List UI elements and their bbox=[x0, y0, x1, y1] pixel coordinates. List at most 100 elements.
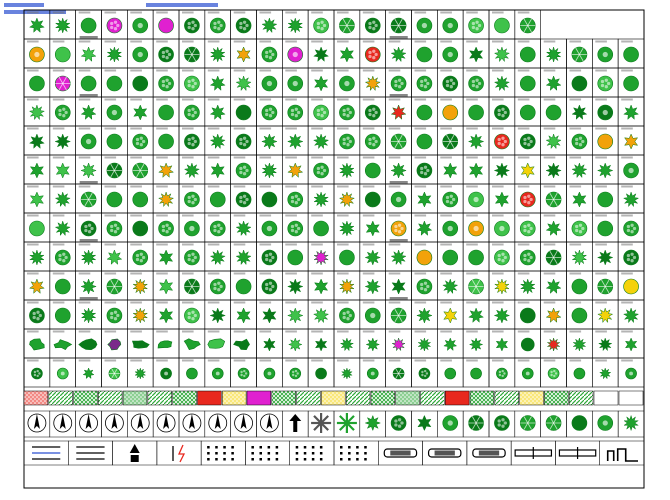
tree-symbol bbox=[29, 46, 45, 63]
compass-icon bbox=[256, 410, 283, 438]
symbol-label-mark bbox=[52, 272, 65, 275]
tree-symbol bbox=[209, 104, 226, 120]
tree-symbol bbox=[545, 104, 562, 121]
symbol-label-mark bbox=[311, 359, 323, 362]
tree-symbol bbox=[545, 46, 562, 63]
symbol-label-mark bbox=[517, 11, 530, 14]
tree-symbol bbox=[623, 46, 639, 63]
tree-symbol bbox=[31, 367, 43, 380]
tree-symbol bbox=[54, 46, 71, 63]
tree-symbol bbox=[623, 162, 639, 179]
symbol-label-mark bbox=[569, 330, 582, 333]
symbol-label-mark bbox=[492, 98, 504, 101]
tree-symbol bbox=[545, 307, 562, 323]
tree-symbol bbox=[80, 191, 97, 208]
symbol-label-mark bbox=[311, 40, 323, 43]
tree-symbol bbox=[546, 337, 561, 352]
tree-symbol bbox=[364, 17, 381, 34]
symbol-label-mark bbox=[259, 40, 272, 43]
symbol-label-mark bbox=[285, 330, 297, 333]
tree-symbol bbox=[571, 278, 588, 295]
tree-symbol bbox=[493, 46, 511, 63]
tree-symbol bbox=[442, 191, 459, 208]
tree-symbol bbox=[493, 278, 510, 295]
symbol-label-mark bbox=[207, 156, 220, 159]
tree-symbol bbox=[597, 75, 614, 92]
symbol-label-mark bbox=[182, 185, 194, 188]
tree-symbol bbox=[108, 367, 121, 380]
tree-symbol bbox=[520, 337, 535, 352]
symbol-label-mark bbox=[492, 185, 504, 188]
symbol-label-mark bbox=[595, 185, 607, 188]
tree-symbol bbox=[28, 17, 45, 33]
tree-symbol bbox=[340, 367, 353, 380]
tree-symbol bbox=[54, 249, 71, 266]
symbol-label-mark bbox=[27, 359, 39, 362]
symbol-label-mark bbox=[130, 243, 142, 246]
tree-symbol bbox=[78, 338, 98, 351]
symbol-label-mark bbox=[440, 40, 452, 43]
line-symbol-row bbox=[23, 440, 645, 466]
tree-symbol bbox=[132, 191, 149, 208]
symbol-label-mark bbox=[130, 127, 142, 130]
symbol-label-mark bbox=[595, 69, 607, 72]
symbol-label-mark bbox=[52, 301, 65, 304]
tree-symbol bbox=[467, 133, 485, 150]
tree-symbol bbox=[411, 410, 438, 438]
tree-symbol bbox=[416, 278, 433, 295]
symbol-label-mark bbox=[233, 272, 246, 275]
tree-symbol bbox=[80, 220, 97, 237]
tree-symbol bbox=[134, 367, 147, 380]
hatch-swatch bbox=[23, 390, 49, 406]
symbol-label-mark bbox=[259, 69, 272, 72]
tree-symbol bbox=[158, 46, 174, 63]
tree-symbol bbox=[494, 191, 509, 208]
tree-symbol bbox=[158, 220, 174, 237]
symbol-label-mark bbox=[311, 301, 323, 304]
tree-symbol bbox=[106, 75, 123, 92]
tree-symbol bbox=[287, 162, 304, 178]
separator-bar bbox=[389, 36, 408, 39]
tree-symbol bbox=[547, 367, 560, 380]
tree-symbol bbox=[106, 307, 123, 324]
symbol-label-mark bbox=[207, 301, 220, 304]
tree-symbol bbox=[390, 249, 407, 266]
symbol-label-mark bbox=[156, 243, 168, 246]
symbol-label-mark bbox=[543, 301, 556, 304]
symbol-label-mark bbox=[621, 156, 633, 159]
symbol-label-mark bbox=[104, 185, 117, 188]
tree-symbol bbox=[596, 162, 614, 179]
tree-symbol bbox=[545, 249, 562, 266]
tree-symbol bbox=[444, 367, 457, 380]
tree-symbol bbox=[390, 17, 407, 34]
symbol-label-mark bbox=[414, 243, 427, 246]
tree-symbol bbox=[184, 46, 200, 63]
tree-symbol bbox=[313, 17, 329, 34]
tree-symbol bbox=[80, 133, 97, 150]
symbol-label-mark bbox=[233, 214, 246, 217]
tree-symbol bbox=[364, 414, 382, 432]
tree-symbol bbox=[339, 337, 355, 352]
tree-symbol bbox=[207, 338, 226, 349]
symbol-label-mark bbox=[27, 11, 39, 14]
tree-symbol bbox=[597, 46, 614, 63]
tree-symbol bbox=[339, 307, 355, 324]
tree-symbol bbox=[80, 162, 97, 179]
symbol-label-mark bbox=[337, 301, 349, 304]
tree-symbol bbox=[416, 17, 433, 34]
dot-pattern-icon bbox=[200, 440, 246, 466]
tree-symbol bbox=[390, 162, 407, 179]
tree-symbol bbox=[287, 75, 304, 92]
symbol-label-mark bbox=[569, 359, 582, 362]
tree-row bbox=[23, 9, 541, 40]
symbol-label-mark bbox=[311, 243, 323, 246]
symbol-label-mark bbox=[337, 272, 349, 275]
symbol-label-mark bbox=[362, 11, 375, 14]
tree-symbol bbox=[209, 46, 226, 63]
tree-symbol bbox=[183, 162, 201, 179]
tree-symbol bbox=[54, 307, 71, 324]
tree-symbol bbox=[261, 278, 278, 295]
symbol-label-mark bbox=[388, 98, 401, 101]
symbol-label-mark bbox=[182, 98, 194, 101]
tree-symbol bbox=[443, 162, 458, 179]
